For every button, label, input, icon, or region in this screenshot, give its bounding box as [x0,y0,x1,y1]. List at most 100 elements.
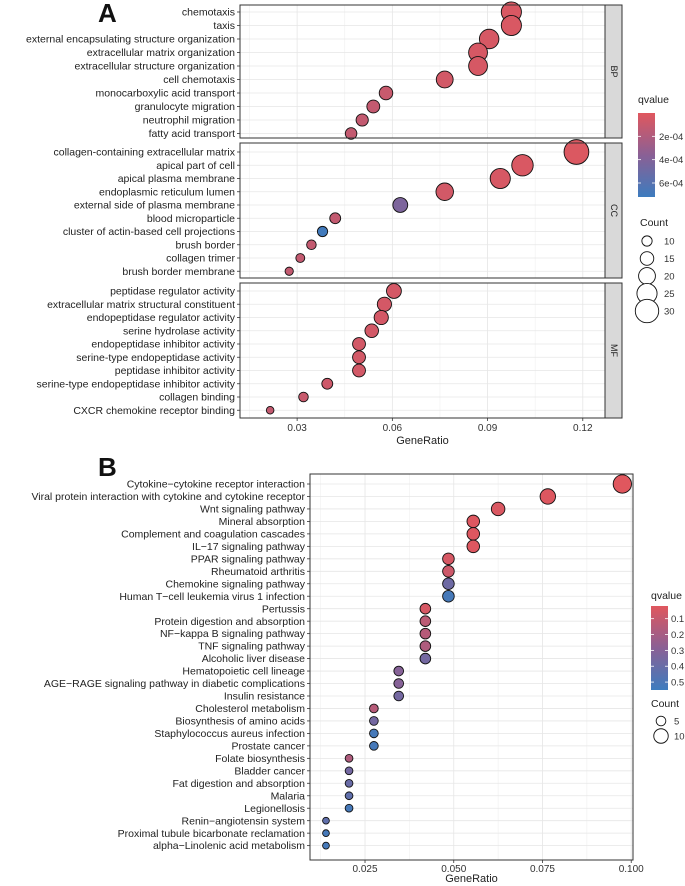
pathway-label-mineral-absorption: Mineral absorption [219,516,306,528]
term-label-apical-plasma-membrane: apical plasma membrane [118,173,235,185]
x-tick-label: 0.06 [383,423,403,434]
pathway-label-insulin-resistance: Insulin resistance [224,691,305,703]
size-legend-circle [638,267,656,285]
term-label-external-side-of-plasma-membrane: external side of plasma membrane [74,200,235,212]
dot-serine-hydrolase-activity [364,323,379,338]
term-label-extracellular-matrix-structural-constituent: extracellular matrix structural constitu… [47,299,235,311]
dot-staphylococcus-aureus-infection [369,728,379,739]
color-legend-bar [638,113,655,197]
dot-endopeptidase-inhibitor-activity [352,337,366,351]
term-label-monocarboxylic-acid-transport: monocarboxylic acid transport [96,88,236,100]
panel-label-b: B [98,452,117,482]
dot-blood-microparticle [329,212,342,225]
dot-cholesterol-metabolism [369,703,379,714]
pathway-label-staphylococcus-aureus-infection: Staphylococcus aureus infection [154,728,305,740]
pathway-label-fat-digestion-and-absorption: Fat digestion and absorption [172,778,305,790]
dot-renin-angiotensin-system [322,816,330,825]
term-label-granulocyte-migration: granulocyte migration [135,101,236,113]
x-tick-label: 0.12 [573,423,593,434]
pathway-label-malaria: Malaria [271,790,306,802]
facet-bp-background [240,5,605,138]
term-label-peptidase-regulator-activity: peptidase regulator activity [110,286,236,298]
pathway-label-wnt-signaling-pathway: Wnt signaling pathway [200,504,306,516]
term-label-collagen-binding: collagen binding [159,392,235,404]
dot-human-t-cell-leukemia-virus-1-infection [442,589,455,603]
dot-protein-digestion-and-absorption [419,615,432,627]
panel-b-border [309,473,634,861]
pathway-label-alpha-linolenic-acid-metabolism: alpha−Linolenic acid metabolism [153,840,305,852]
term-label-cxcr-chemokine-receptor-binding: CXCR chemokine receptor binding [73,405,235,417]
facet-strip-label-bp: BP [609,65,619,77]
term-label-endopeptidase-regulator-activity: endopeptidase regulator activity [87,312,236,324]
size-legend-circle [641,235,653,247]
size-legend-circle [655,715,667,727]
pathway-label-rheumatoid-arthritis: Rheumatoid arthritis [211,566,305,578]
color-legend-tick-label: 0.2 [671,630,684,641]
dot-brush-border [306,239,317,250]
dot-collagen-binding [298,391,309,403]
color-legend-tick-label: 0.5 [671,678,684,689]
term-label-peptidase-inhibitor-activity: peptidase inhibitor activity [115,365,236,377]
dot-ppar-signaling-pathway [442,552,455,566]
term-label-endoplasmic-reticulum-lumen: endoplasmic reticulum lumen [99,186,235,198]
dot-fat-digestion-and-absorption [344,778,354,788]
dot-nf-kappa-b-signaling-pathway [419,627,432,640]
pathway-label-cholesterol-metabolism: Cholesterol metabolism [195,703,305,715]
term-label-serine-type-endopeptidase-inhibitor-activity: serine-type endopeptidase inhibitor acti… [37,378,236,390]
pathway-label-protein-digestion-and-absorption: Protein digestion and absorption [154,616,305,628]
dot-complement-and-coagulation-cascades [466,527,481,541]
dot-external-encapsulating-structure-organization [478,28,500,50]
term-label-fatty-acid-transport: fatty acid transport [149,128,235,140]
x-tick-label: 0.050 [441,864,466,875]
term-label-cluster-of-actin-based-cell-projections: cluster of actin-based cell projections [63,226,235,238]
dot-folate-biosynthesis [344,754,354,763]
dot-neutrophil-migration [355,113,369,127]
dot-external-side-of-plasma-membrane [392,197,409,213]
pathway-label-tnf-signaling-pathway: TNF signaling pathway [198,641,306,653]
dot-chemokine-signaling-pathway [442,577,455,591]
size-legend-circle [634,298,660,324]
facet-strip-mf [604,282,623,419]
x-tick-label: 0.03 [287,423,307,434]
dot-alcoholic-liver-disease [419,652,432,665]
pathway-label-hematopoietic-cell-lineage: Hematopoietic cell lineage [182,666,305,678]
pathway-label-folate-biosynthesis: Folate biosynthesis [215,753,305,765]
pathway-label-ppar-signaling-pathway: PPAR signaling pathway [191,553,306,565]
color-legend-title: qvalue [638,94,669,106]
x-tick-label: 0.025 [353,864,378,875]
dot-serine-type-endopeptidase-activity [352,350,366,365]
term-label-serine-type-endopeptidase-activity: serine-type endopeptidase activity [76,352,236,364]
x-tick-label: 0.075 [530,864,555,875]
dot-insulin-resistance [393,690,405,702]
color-legend-tick-label: 6e-04 [659,179,683,190]
facet-mf-background [240,283,605,418]
pathway-label-pertussis: Pertussis [262,603,305,615]
dot-legionellosis [344,803,354,813]
dot-monocarboxylic-acid-transport [378,85,394,101]
pathway-label-human-t-cell-leukemia-virus-1-infection: Human T−cell leukemia virus 1 infection [119,591,305,603]
dot-brush-border-membrane [284,266,294,276]
dot-cell-chemotaxis [435,70,454,89]
facet-strip-label-mf: MF [609,344,619,357]
dot-rheumatoid-arthritis [442,565,455,578]
pathway-label-chemokine-signaling-pathway: Chemokine signaling pathway [166,578,306,590]
color-legend-tick-label: 0.1 [671,614,684,625]
pathway-label-age-rage-signaling-pathway-in-diabetic-complications: AGE−RAGE signaling pathway in diabetic c… [44,678,305,690]
term-label-extracellular-structure-organization: extracellular structure organization [75,61,236,73]
pathway-label-bladder-cancer: Bladder cancer [234,765,305,777]
dot-prostate-cancer [369,741,379,751]
dot-collagen-trimer [295,253,306,263]
dot-proximal-tubule-bicarbonate-reclamation [322,829,330,838]
x-tick-label: 0.09 [478,423,498,434]
dot-peptidase-regulator-activity [386,283,402,299]
dot-wnt-signaling-pathway [490,501,506,517]
dot-biosynthesis-of-amino-acids [369,716,379,726]
dot-apical-part-of-cell [511,154,534,177]
dot-taxis [500,14,522,37]
pathway-label-il-17-signaling-pathway: IL−17 signaling pathway [192,541,306,553]
panel-b-kegg-enrichment: Cytokine−cytokine receptor interactionVi… [31,473,685,885]
dot-peptidase-inhibitor-activity [352,363,366,378]
dot-cytokine-cytokine-receptor-interaction [612,474,632,494]
dot-cluster-of-actin-based-cell-projections [316,225,329,238]
